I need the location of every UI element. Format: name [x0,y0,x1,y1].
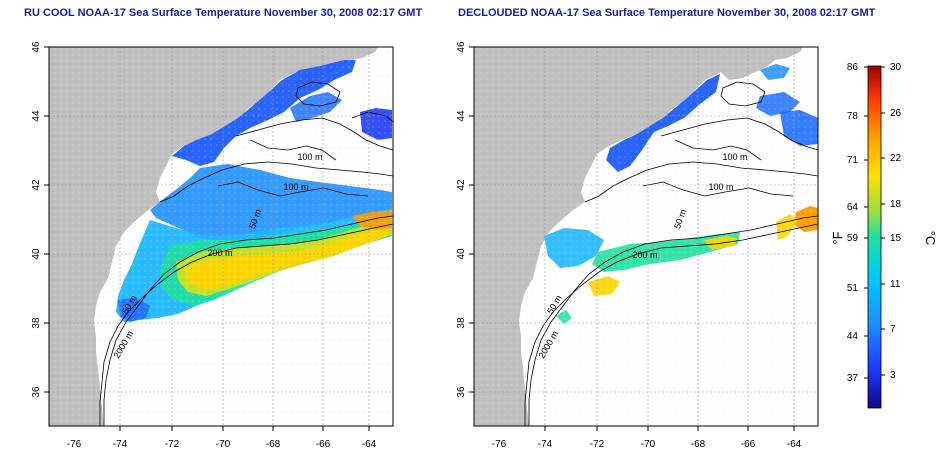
right-y-tick-label: 46 [456,41,467,53]
colorbar-f-tick: 86 [847,62,859,73]
left-y-tick-label: 46 [31,41,42,53]
right-map-frame [473,46,819,427]
colorbar-fahrenheit-label: °F [830,231,845,244]
left-map-frame [48,46,394,427]
left-x-tick-label: -70 [216,439,231,450]
right-panel-title: DECLOUDED NOAA-17 Sea Surface Temperatur… [458,7,876,19]
right-y-tick-label: 38 [456,317,467,329]
colorbar-f-tick: 37 [847,373,859,384]
left-y-tick-label: 36 [31,386,42,398]
right-x-tick-label: -76 [492,439,507,450]
colorbar-f-tick: 78 [847,111,859,122]
right-map-panel: 100 m 100 m 50 m 200 m 50 m 2000 m -76 -… [456,41,819,450]
left-y-tick-label: 40 [31,248,42,260]
colorbar-c-tick: 26 [890,108,902,119]
left-x-tick-label: -72 [165,439,180,450]
colorbar-f-tick: 71 [847,155,859,166]
right-x-tick-label: -66 [741,439,756,450]
right-x-tick-label: -70 [641,439,656,450]
right-x-tick-label: -74 [538,439,553,450]
left-sst-field [49,47,393,426]
right-contour-label: 100 m [722,152,747,162]
left-x-tick-label: -66 [316,439,331,450]
left-contours [99,81,393,426]
right-y-tick-label: 42 [456,179,467,191]
left-contour-label: 200 m [207,248,232,258]
colorbar-f-tick: 64 [847,202,859,213]
colorbar-c-tick: 15 [890,233,902,244]
right-contours [524,81,818,426]
left-panel-title: RU COOL NOAA-17 Sea Surface Temperature … [24,7,423,19]
right-contour-label: 200 m [632,250,657,260]
right-y-tick-label: 40 [456,248,467,260]
colorbar-celsius-label: °C [923,231,938,246]
right-x-tick-label: -72 [590,439,605,450]
colorbar-f-tick: 59 [847,233,859,244]
left-y-tick-label: 38 [31,317,42,329]
right-x-tick-label: -68 [691,439,706,450]
left-contour-label: 100 m [297,152,322,162]
right-y-tick-label: 36 [456,386,467,398]
left-x-tick-label: -74 [113,439,128,450]
left-x-tick-label: -68 [266,439,281,450]
left-x-tick-label: -76 [67,439,82,450]
left-map-panel: 100 m 100 m 50 m 200 m 50 m 2000 m -76 -… [31,41,394,450]
right-grid [474,47,818,426]
colorbar-f-tick: 51 [847,283,859,294]
colorbar-c-tick: 22 [890,153,902,164]
colorbar-c-tick: 11 [890,279,901,290]
colorbar-c-tick: 18 [890,199,902,210]
temperature-colorbar: 86 78 71 64 59 51 44 37 30 26 22 18 15 1… [830,62,938,409]
colorbar-c-tick: 3 [890,370,896,381]
colorbar-c-tick: 30 [890,62,902,73]
right-sst-field [474,47,818,426]
left-grid [49,47,393,426]
left-x-tick-label: -64 [362,439,377,450]
colorbar-c-tick: 7 [890,324,896,335]
right-x-tick-label: -64 [787,439,802,450]
colorbar-gradient [867,65,882,409]
left-y-tick-label: 44 [31,110,42,122]
left-y-tick-label: 42 [31,179,42,191]
colorbar-f-tick: 44 [847,331,859,342]
right-contour-label: 100 m [708,182,733,192]
left-contour-label: 100 m [283,182,308,192]
right-y-tick-label: 44 [456,110,467,122]
